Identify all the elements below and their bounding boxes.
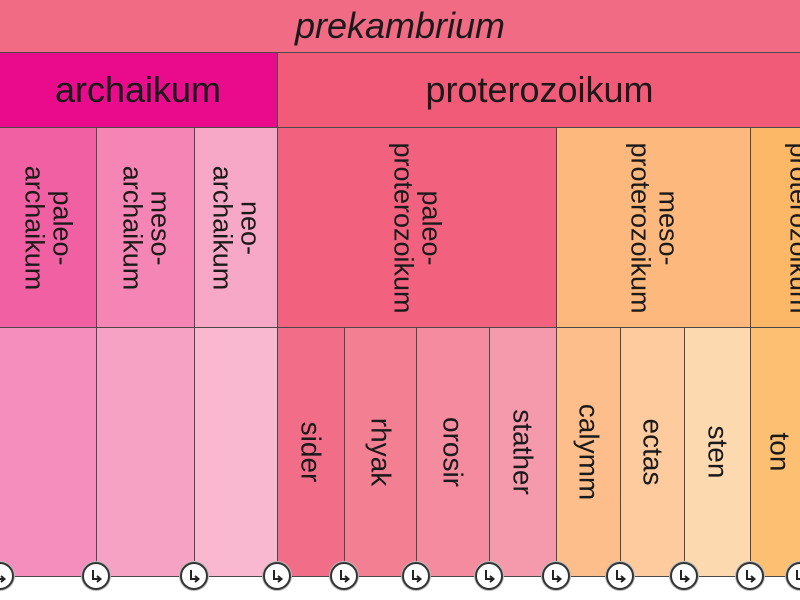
period-rhyak[interactable]: rhyak (344, 327, 417, 577)
period-orosir[interactable]: orosir (416, 327, 490, 577)
period-stather[interactable]: stather (489, 327, 557, 577)
era-proterozoikum[interactable]: proterozoikum (277, 52, 800, 128)
period-label: sten (702, 425, 734, 479)
era-label: archaikum (54, 69, 222, 111)
period-label: orosir (437, 416, 469, 488)
period-label: sider (295, 421, 327, 483)
subera-mesoproterozoikum[interactable]: meso- proterozoikum (556, 127, 751, 328)
subera-neoproterozoikum[interactable]: neo- proterozoikum (750, 127, 800, 328)
clock-arrow-icon (402, 562, 430, 590)
period-ton[interactable]: ton (750, 327, 800, 577)
period-label: calymm (573, 403, 605, 501)
clock-arrow-icon (786, 562, 800, 590)
clock-arrow-icon (542, 562, 570, 590)
eon-prekambrium[interactable]: prekambrium (0, 0, 800, 53)
subera-label: neo- proterozoikum (784, 141, 800, 314)
clock-arrow-icon (0, 562, 14, 590)
eon-label: prekambrium (294, 4, 506, 46)
subera-neoarchaikum[interactable]: neo- archaikum (194, 127, 278, 328)
era-archaikum[interactable]: archaikum (0, 52, 278, 128)
period-neoarchaikum-blank[interactable] (194, 327, 278, 577)
period-mesoarchaikum-blank[interactable] (96, 327, 195, 577)
period-label: ton (764, 432, 796, 472)
clock-arrow-icon (475, 562, 503, 590)
subera-paleoarchaikum[interactable]: paleo- archaikum (0, 127, 97, 328)
clock-arrow-icon (330, 562, 358, 590)
period-calymm[interactable]: calymm (556, 327, 621, 577)
subera-label: meso- archaikum (116, 165, 175, 290)
period-label: rhyak (365, 417, 397, 487)
period-label: stather (507, 409, 539, 495)
subera-label: paleo- proterozoikum (388, 141, 447, 314)
period-ectas[interactable]: ectas (620, 327, 685, 577)
clock-arrow-icon (670, 562, 698, 590)
clock-arrow-icon (82, 562, 110, 590)
period-label: ectas (637, 418, 669, 486)
clock-arrow-icon (263, 562, 291, 590)
period-sten[interactable]: sten (684, 327, 751, 577)
subera-label: meso- proterozoikum (624, 141, 683, 314)
period-sider[interactable]: sider (277, 327, 345, 577)
period-paleoarchaikum-blank[interactable] (0, 327, 97, 577)
subera-mesoarchaikum[interactable]: meso- archaikum (96, 127, 195, 328)
clock-arrow-icon (606, 562, 634, 590)
clock-arrow-icon (180, 562, 208, 590)
subera-label: paleo- archaikum (18, 165, 77, 290)
era-label: proterozoikum (425, 69, 654, 111)
subera-label: neo- archaikum (207, 165, 266, 290)
clock-arrow-icon (736, 562, 764, 590)
subera-paleoproterozoikum[interactable]: paleo- proterozoikum (277, 127, 557, 328)
